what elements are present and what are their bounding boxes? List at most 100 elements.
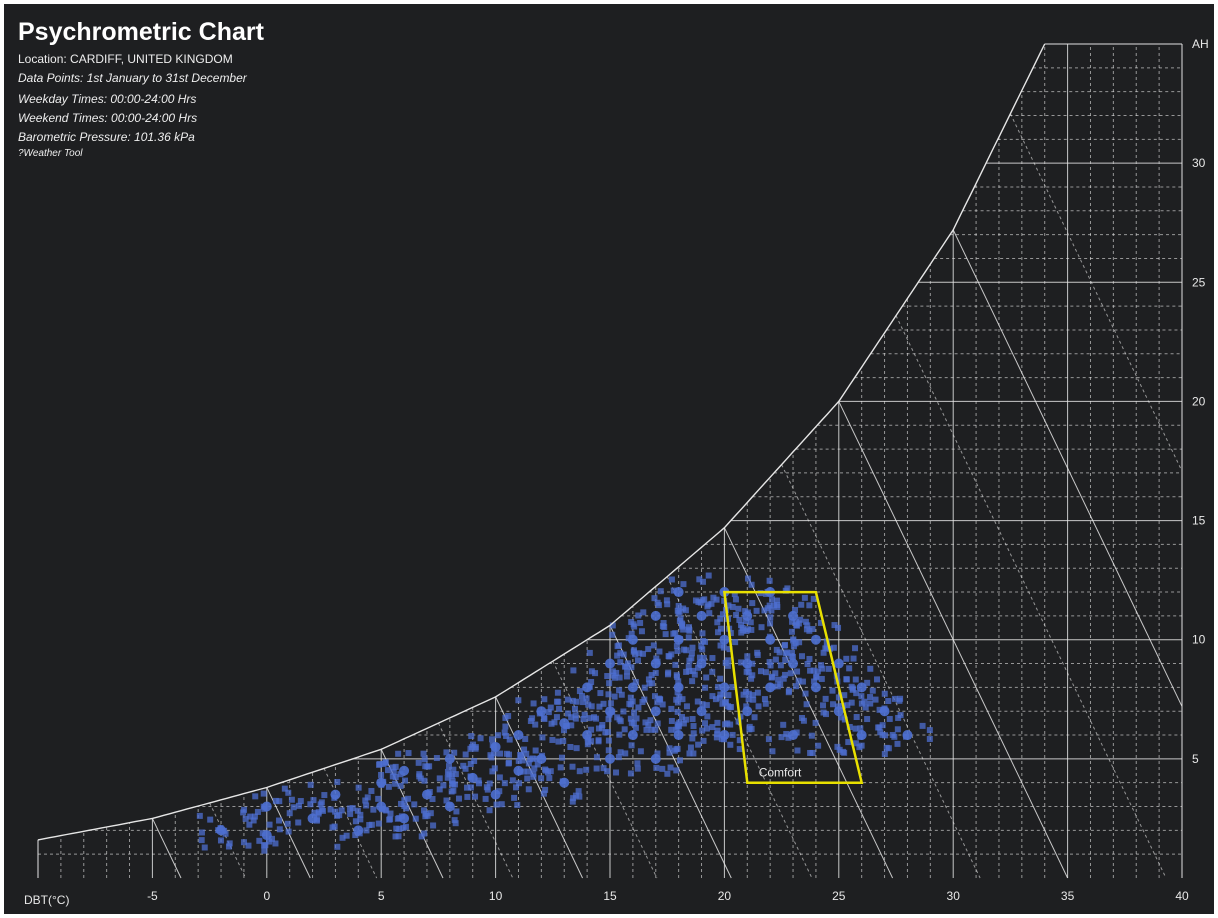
data-point-cluster <box>631 709 638 716</box>
data-point-cluster <box>846 665 853 672</box>
data-point-cluster <box>636 650 643 657</box>
data-point-cluster <box>690 730 697 737</box>
data-point-cluster <box>331 794 338 801</box>
data-point-cluster <box>585 701 592 708</box>
data-point-cluster <box>588 668 595 675</box>
data-point-cluster <box>285 828 292 835</box>
data-point-cluster <box>691 671 698 678</box>
data-point-cluster <box>554 689 561 696</box>
data-point-cluster <box>605 747 612 754</box>
data-point-cluster <box>501 729 508 736</box>
data-point-cluster <box>364 794 371 801</box>
data-point-cluster <box>768 674 775 681</box>
data-point-cluster <box>820 649 827 656</box>
data-point-cluster <box>467 773 474 780</box>
data-point-cluster <box>571 705 578 712</box>
data-point-cluster <box>242 815 249 822</box>
data-point-cluster <box>532 721 539 728</box>
data-point-cluster <box>623 673 630 680</box>
data-point-cluster <box>879 731 886 738</box>
data-point-cluster <box>505 751 512 758</box>
data-point-cluster <box>487 752 494 759</box>
data-point-cluster <box>769 596 776 603</box>
data-point-cluster <box>611 693 618 700</box>
data-point-cluster <box>874 676 881 683</box>
data-point-cluster <box>347 810 354 817</box>
data-point-cluster <box>761 607 768 614</box>
data-point-cluster <box>624 668 631 675</box>
data-point-cluster <box>595 737 602 744</box>
data-point-cluster <box>699 701 706 708</box>
data-point-cluster <box>615 754 622 761</box>
data-point-cluster <box>672 661 679 668</box>
data-point-cluster <box>659 623 666 630</box>
data-point <box>605 753 615 764</box>
data-point-cluster <box>311 809 318 816</box>
data-point-cluster <box>686 750 693 757</box>
data-point-cluster <box>699 727 706 734</box>
data-point-cluster <box>517 751 524 758</box>
data-point-cluster <box>327 806 334 813</box>
data-point-cluster <box>250 817 257 824</box>
data-point-cluster <box>701 720 708 727</box>
data-point-cluster <box>336 812 343 819</box>
data-point-cluster <box>496 788 503 795</box>
pressure-text: Barometric Pressure: 101.36 kPa <box>18 130 195 144</box>
data-point-cluster <box>729 731 736 738</box>
data-point-cluster <box>705 572 712 579</box>
data-point-cluster <box>464 784 471 791</box>
data-point-cluster <box>557 764 564 771</box>
comfort-zone-layer: Comfort <box>722 590 864 784</box>
data-point-cluster <box>472 745 479 752</box>
data-point-cluster <box>614 643 621 650</box>
data-point-cluster <box>845 739 852 746</box>
data-point-cluster <box>247 813 254 820</box>
data-point-cluster <box>835 624 842 631</box>
data-point-cluster <box>411 801 418 808</box>
data-point-cluster <box>405 750 412 757</box>
data-point-cluster <box>844 702 851 709</box>
data-point-cluster <box>894 740 901 747</box>
saturation-curve-layer <box>37 43 1046 878</box>
data-point-cluster <box>804 622 811 629</box>
data-point-cluster <box>607 700 614 707</box>
data-point-cluster <box>338 807 345 814</box>
comfort-zone <box>722 590 864 784</box>
data-point-cluster <box>514 801 521 808</box>
data-point-cluster <box>596 703 603 710</box>
data-point-cluster <box>830 701 837 708</box>
data-point-cluster <box>683 668 690 675</box>
data-point-cluster <box>558 754 565 761</box>
data-point-cluster <box>776 649 783 656</box>
data-point-cluster <box>738 622 745 629</box>
data-point-cluster <box>659 765 666 772</box>
data-point-cluster <box>251 813 258 820</box>
data-point-cluster <box>858 693 865 700</box>
data-point-cluster <box>628 664 635 671</box>
data-point-cluster <box>642 719 649 726</box>
data-point-cluster <box>262 842 269 849</box>
data-point-cluster <box>720 690 727 697</box>
data-point-cluster <box>201 844 208 851</box>
data-point-cluster <box>664 671 671 678</box>
data-point-cluster <box>727 721 734 728</box>
data-point-cluster <box>745 696 752 703</box>
data-point-cluster <box>569 798 576 805</box>
data-point-cluster <box>493 801 500 808</box>
data-point-cluster <box>857 733 864 740</box>
data-point-cluster <box>867 665 874 672</box>
data-point-cluster <box>717 691 724 698</box>
data-point-cluster <box>627 770 634 777</box>
data-point-cluster <box>801 594 808 601</box>
data-point-cluster <box>632 678 639 685</box>
data-point-cluster <box>813 674 820 681</box>
data-point-cluster <box>334 778 341 785</box>
data-point-cluster <box>650 642 657 649</box>
data-point-cluster <box>640 609 647 616</box>
data-point-cluster <box>370 806 377 813</box>
data-point-cluster <box>556 705 563 712</box>
data-point-cluster <box>769 683 776 690</box>
data-point-cluster <box>793 729 800 736</box>
data-point-cluster <box>433 755 440 762</box>
data-point-cluster <box>288 796 295 803</box>
